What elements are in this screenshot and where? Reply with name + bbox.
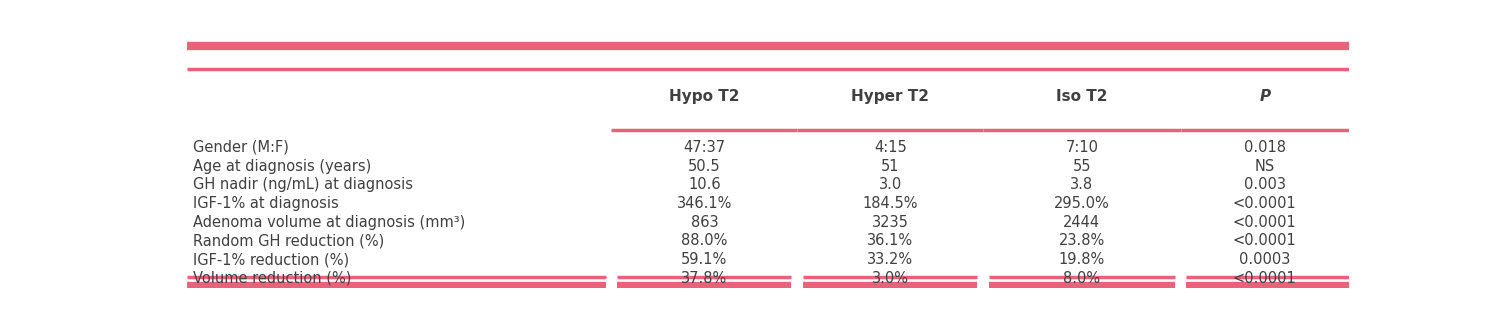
- Text: <0.0001: <0.0001: [1234, 215, 1297, 230]
- Text: Hypo T2: Hypo T2: [669, 89, 739, 104]
- Text: Iso T2: Iso T2: [1057, 89, 1108, 104]
- Text: 55: 55: [1073, 159, 1091, 174]
- Text: Adenoma volume at diagnosis (mm³): Adenoma volume at diagnosis (mm³): [193, 215, 465, 230]
- Text: Volume reduction (%): Volume reduction (%): [193, 271, 352, 286]
- Text: 3.0%: 3.0%: [872, 271, 908, 286]
- Text: Hyper T2: Hyper T2: [851, 89, 929, 104]
- Text: 184.5%: 184.5%: [862, 196, 917, 211]
- Text: 19.8%: 19.8%: [1058, 252, 1105, 267]
- Text: 88.0%: 88.0%: [681, 234, 727, 249]
- Text: 7:10: 7:10: [1066, 140, 1099, 155]
- Text: IGF-1% at diagnosis: IGF-1% at diagnosis: [193, 196, 339, 211]
- Text: 3235: 3235: [872, 215, 908, 230]
- Text: Age at diagnosis (years): Age at diagnosis (years): [193, 159, 372, 174]
- Text: 47:37: 47:37: [684, 140, 726, 155]
- Text: IGF-1% reduction (%): IGF-1% reduction (%): [193, 252, 349, 267]
- Text: 2444: 2444: [1063, 215, 1100, 230]
- Text: 33.2%: 33.2%: [866, 252, 913, 267]
- Text: 3.0: 3.0: [878, 177, 902, 192]
- Text: Gender (M:F): Gender (M:F): [193, 140, 289, 155]
- Text: Random GH reduction (%): Random GH reduction (%): [193, 234, 384, 249]
- Text: 50.5: 50.5: [688, 159, 721, 174]
- Text: 36.1%: 36.1%: [866, 234, 913, 249]
- Text: <0.0001: <0.0001: [1234, 271, 1297, 286]
- Text: 0.003: 0.003: [1244, 177, 1286, 192]
- Text: GH nadir (ng/mL) at diagnosis: GH nadir (ng/mL) at diagnosis: [193, 177, 414, 192]
- Text: <0.0001: <0.0001: [1234, 234, 1297, 249]
- Text: 3.8: 3.8: [1070, 177, 1093, 192]
- Text: 863: 863: [691, 215, 718, 230]
- Text: <0.0001: <0.0001: [1234, 196, 1297, 211]
- Text: NS: NS: [1255, 159, 1276, 174]
- Text: 10.6: 10.6: [688, 177, 721, 192]
- Text: 51: 51: [881, 159, 899, 174]
- Text: P: P: [1259, 89, 1271, 104]
- Text: 346.1%: 346.1%: [676, 196, 732, 211]
- Text: 8.0%: 8.0%: [1063, 271, 1100, 286]
- Text: 295.0%: 295.0%: [1054, 196, 1109, 211]
- Text: 4:15: 4:15: [874, 140, 907, 155]
- Text: 23.8%: 23.8%: [1058, 234, 1105, 249]
- Text: 37.8%: 37.8%: [681, 271, 727, 286]
- Text: 59.1%: 59.1%: [681, 252, 727, 267]
- Text: 0.018: 0.018: [1244, 140, 1286, 155]
- Text: 0.0003: 0.0003: [1240, 252, 1291, 267]
